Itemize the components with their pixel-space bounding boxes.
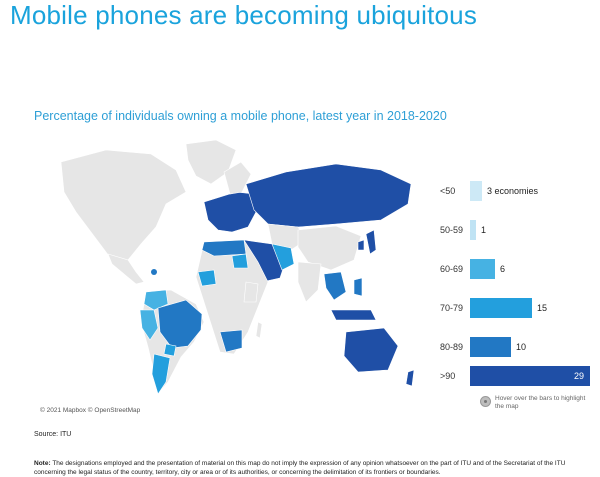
legend-category-label: 60-69: [440, 264, 464, 274]
map-subtitle: Percentage of individuals owning a mobil…: [34, 109, 447, 123]
world-map[interactable]: [36, 132, 431, 404]
legend-category-label: <50: [440, 186, 456, 196]
legend-bar[interactable]: [470, 366, 590, 386]
pointer-icon: [480, 396, 491, 407]
russia-region: [245, 163, 412, 228]
east-africa-region: [243, 281, 259, 303]
legend-count-label: 1: [481, 225, 487, 235]
mexico-region: [107, 253, 145, 285]
legend-row[interactable]: 50-59 1: [430, 215, 590, 245]
hover-hint: Hover over the bars to highlight the map: [480, 393, 590, 417]
legend-row[interactable]: >90 29: [430, 361, 590, 391]
south-africa-region: [219, 329, 243, 353]
china-region: [297, 225, 362, 271]
peru-region: [139, 309, 159, 341]
southeast-asia-region: [323, 271, 347, 301]
new-zealand-region: [405, 369, 415, 387]
korea-region: [357, 239, 365, 251]
philippines-region: [353, 277, 363, 297]
note-label: Note:: [34, 460, 51, 467]
page-title: Mobile phones are becoming ubiquitous: [10, 0, 478, 30]
brazil-region: [157, 299, 203, 349]
north-africa-region: [201, 239, 247, 257]
legend-bar[interactable]: [470, 337, 511, 357]
europe-region: [203, 191, 257, 233]
legend-count-label: 6: [500, 264, 506, 274]
madagascar-region: [255, 321, 263, 339]
iran-region: [271, 243, 295, 271]
legend-row[interactable]: 70-79 15: [430, 293, 590, 323]
legend-count-label: 29: [574, 371, 585, 381]
scandinavia-region: [223, 161, 252, 195]
legend-category-label: 70-79: [440, 303, 464, 313]
caribbean-region: [151, 269, 157, 275]
legend-bar-chart: <50 3 economies 50-59 1 60-69 6 70-79 15…: [430, 176, 590, 391]
argentina-region: [151, 353, 171, 395]
legend-count-label: 15: [537, 303, 548, 313]
egypt-region: [231, 253, 249, 269]
greenland-region: [185, 139, 237, 185]
note-body: The designations employed and the presen…: [34, 460, 566, 476]
legend-count-label: 10: [516, 342, 527, 352]
legend-row[interactable]: 60-69 6: [430, 254, 590, 284]
japan-region: [365, 229, 377, 255]
source-label: Source: ITU: [34, 431, 72, 438]
legend-bar[interactable]: [470, 181, 482, 201]
legend-category-label: 50-59: [440, 225, 464, 235]
legend-row[interactable]: 80-89 10: [430, 332, 590, 362]
legend-row[interactable]: <50 3 economies: [430, 176, 590, 206]
legend-category-label: 80-89: [440, 342, 464, 352]
legend-bar[interactable]: [470, 259, 495, 279]
note-text: Note: The designations employed and the …: [34, 459, 594, 477]
legend-count-label: 3 economies: [487, 186, 539, 196]
paraguay-region: [163, 343, 177, 357]
legend-bar[interactable]: [470, 298, 532, 318]
indonesia-region: [330, 309, 377, 321]
map-attribution[interactable]: © 2021 Mapbox © OpenStreetMap: [40, 407, 141, 414]
north-america-region: [60, 149, 187, 268]
australia-region: [343, 327, 399, 373]
hover-hint-text: Hover over the bars to highlight the map: [495, 395, 586, 410]
west-africa-region: [197, 269, 217, 287]
india-region: [297, 261, 322, 303]
legend-category-label: >90: [440, 371, 456, 381]
legend-bar[interactable]: [470, 220, 476, 240]
